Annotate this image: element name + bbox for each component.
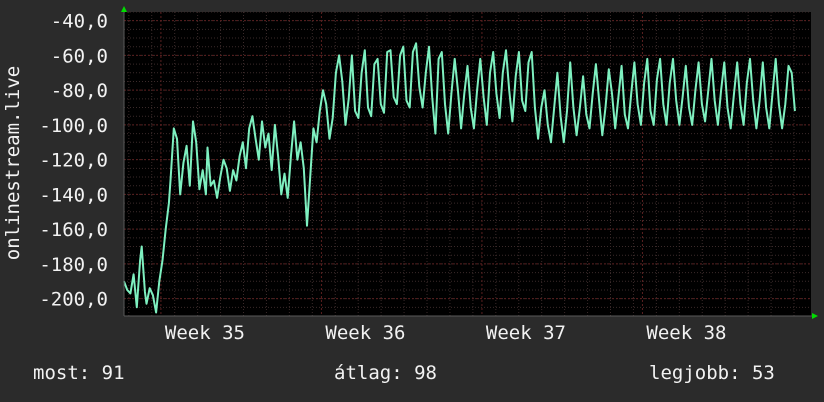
y-tick-label: -80,0 — [51, 80, 108, 102]
x-tick-label: Week 36 — [325, 322, 405, 344]
x-tick-label: Week 38 — [646, 322, 726, 344]
y-tick-label: -160,0 — [39, 219, 108, 241]
series-line — [123, 42, 796, 314]
x-tick-label: Week 37 — [486, 322, 566, 344]
y-tick-label: -100,0 — [39, 115, 108, 137]
y-axis-arrow-icon — [121, 6, 127, 12]
y-tick-label: -180,0 — [39, 254, 108, 276]
y-tick-labels: -40,0 -60,0 -80,0 -100,0 -120,0 -140,0 -160,0 -… — [39, 11, 108, 311]
y-tick-label: -60,0 — [51, 45, 108, 67]
y-axis-title: onlinestream.live — [2, 65, 24, 261]
x-tick-label: Week 35 — [165, 322, 245, 344]
plot-background — [124, 12, 811, 316]
y-tick-label: -140,0 — [39, 184, 108, 206]
y-tick-label: -40,0 — [51, 11, 108, 33]
stat-best: legjobb: 53 — [649, 362, 775, 384]
stat-average: átlag: 98 — [334, 362, 437, 384]
x-tick-labels: Week 35 Week 36 Week 37 Week 38 — [165, 322, 727, 344]
y-tick-label: -120,0 — [39, 150, 108, 172]
axes — [121, 6, 818, 319]
stat-current: most: 91 — [33, 362, 125, 384]
x-axis-arrow-icon — [812, 313, 818, 319]
y-tick-label: -200,0 — [39, 289, 108, 311]
footer-stats: most: 91 átlag: 98 legjobb: 53 — [0, 362, 824, 388]
